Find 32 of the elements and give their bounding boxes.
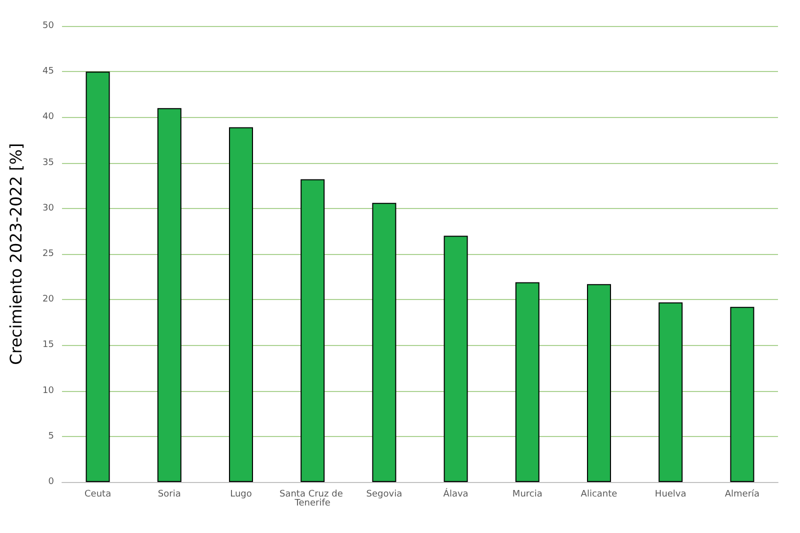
y-tick-label: 40 [42,112,54,122]
bar [515,282,540,482]
bar [587,284,611,482]
x-tick-label: Álava [443,488,468,500]
bar [157,108,182,482]
y-tick-label: 50 [42,21,54,31]
bar [229,127,253,482]
y-tick-label: 5 [48,431,54,442]
y-tick-label: 45 [42,66,54,77]
bar [86,72,110,482]
y-tick-label: 35 [42,158,54,168]
y-tick-label: 10 [42,386,54,396]
y-tick-label: 30 [42,203,54,214]
x-tick-label: Lugo [230,490,252,500]
x-tick-label: Huelva [654,490,686,500]
y-tick-label: 20 [42,294,54,305]
bar [444,236,468,482]
x-tick-label: Santa Cruz de Tenerife [279,490,346,508]
y-tick-label: 15 [42,340,54,350]
y-tick-label: 0 [48,477,54,487]
x-tick-label: Soria [158,490,181,500]
bar [300,179,325,482]
x-tick-label: Almería [724,488,760,500]
y-tick-label: 25 [42,249,54,259]
bar [658,302,683,482]
bar [372,202,396,482]
x-tick-label: Murcia [512,490,542,500]
x-tick-label: Segovia [366,490,402,500]
bar [730,306,754,482]
x-tick-label: Ceuta [84,490,112,500]
y-axis-title: Crecimiento 2023-2022 [%] [6,143,26,365]
x-tick-label: Alicante [580,490,618,500]
